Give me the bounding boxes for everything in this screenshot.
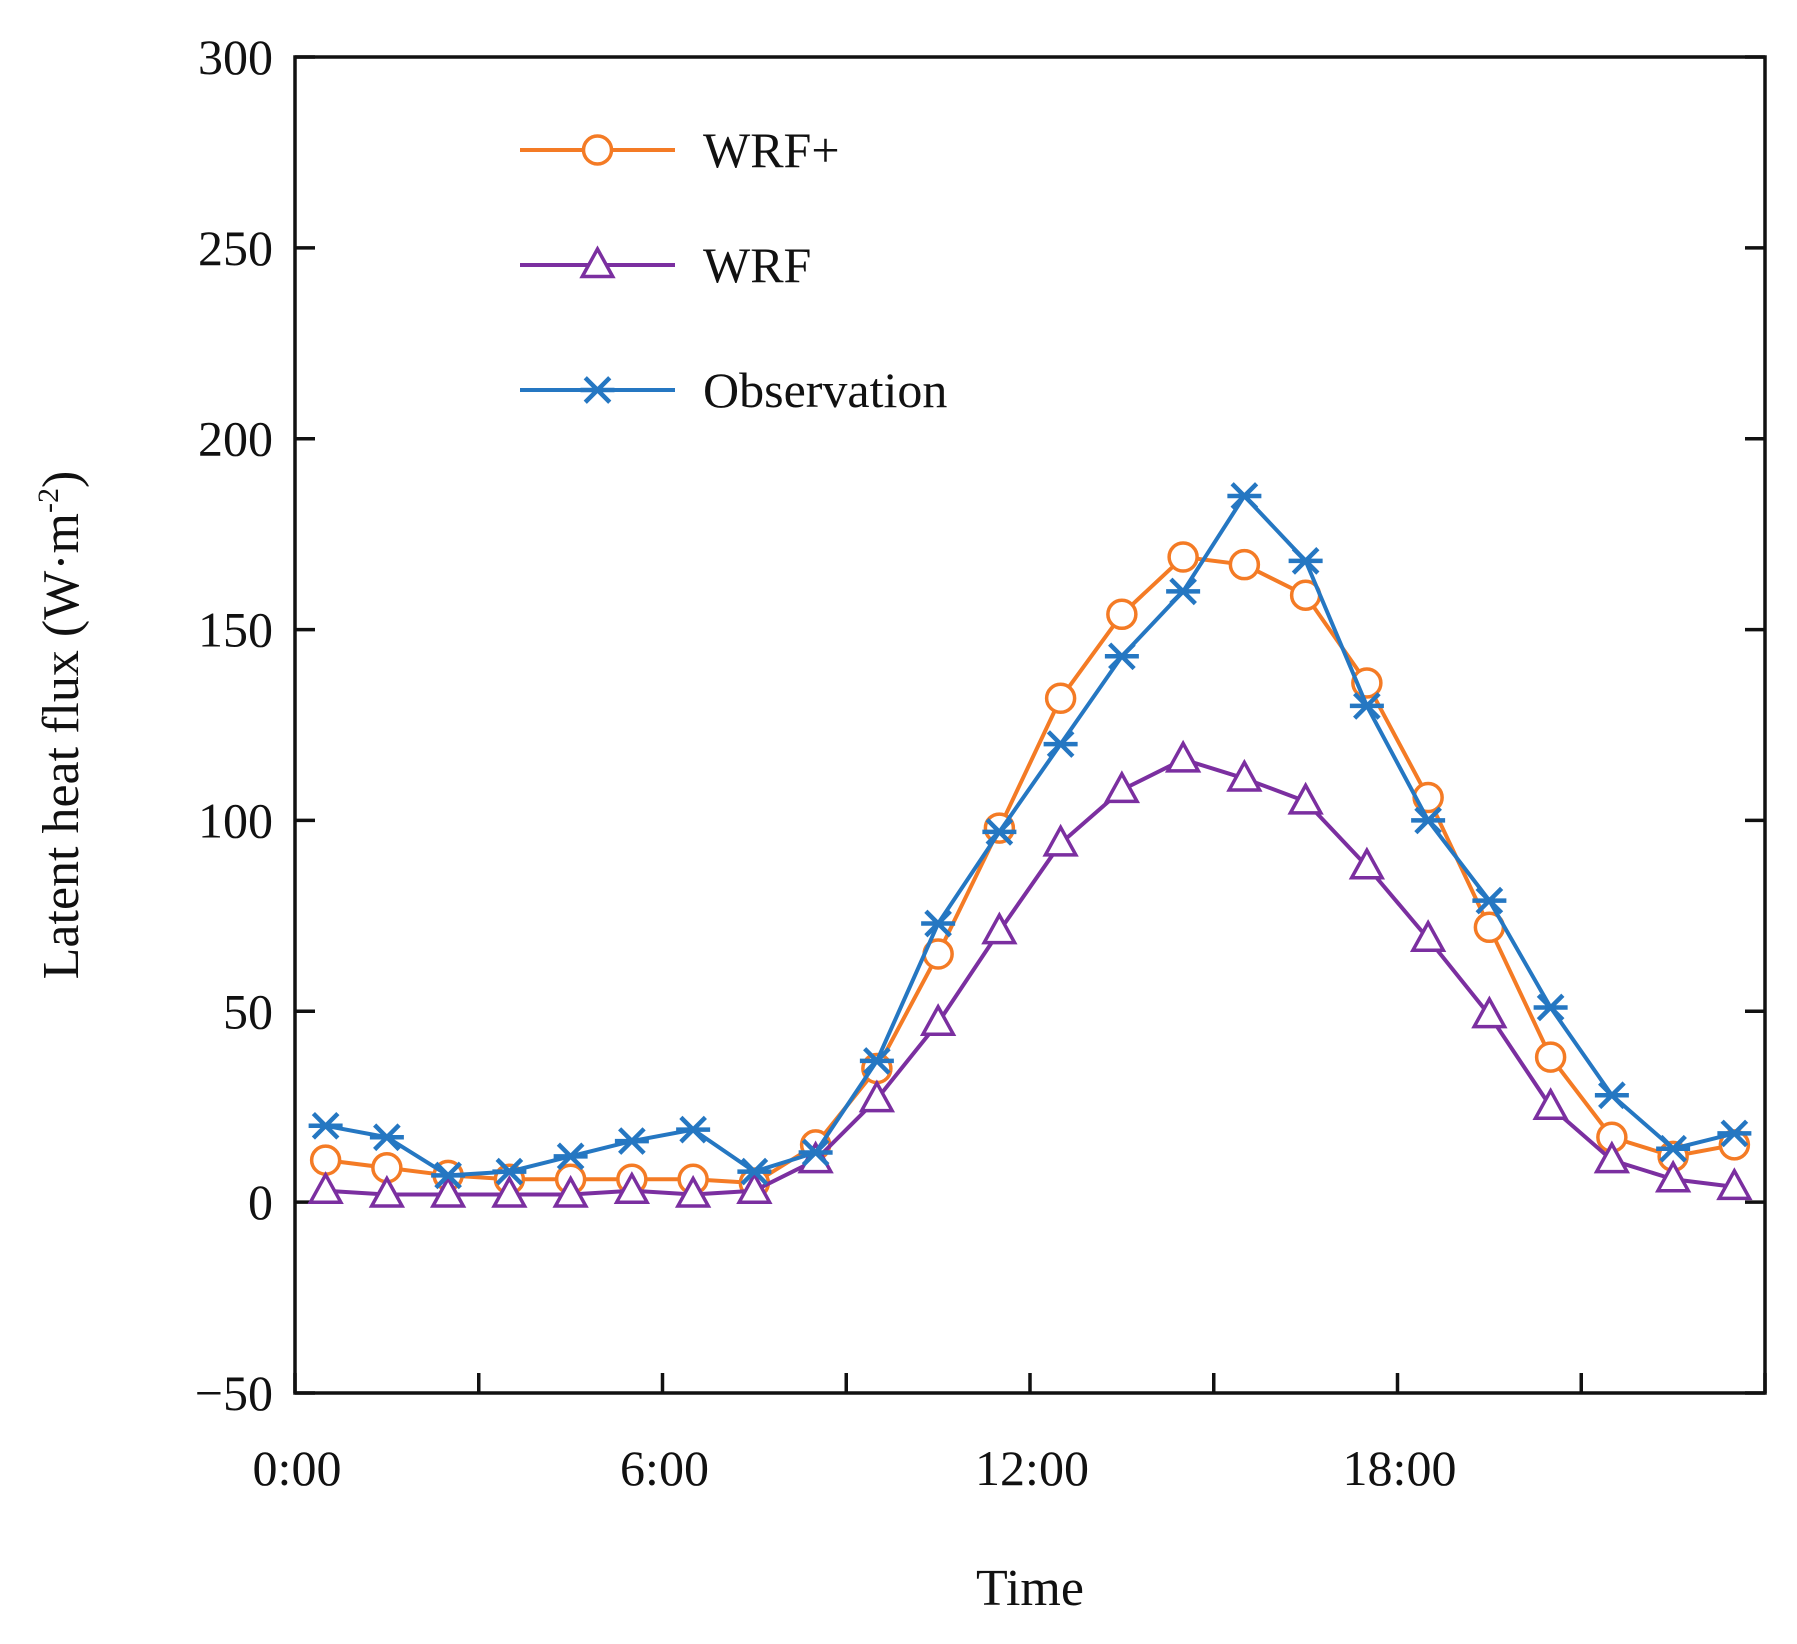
triangle-marker <box>613 1171 651 1204</box>
triangle-marker <box>1042 823 1079 857</box>
circle-marker <box>1167 541 1199 573</box>
x-tick-label: 0:00 <box>253 1440 342 1496</box>
x-axis-title: Time <box>976 1560 1084 1617</box>
circle-marker <box>1044 682 1077 715</box>
circle-marker <box>581 134 614 166</box>
triangle-marker <box>1287 781 1324 815</box>
y-tick-label: 100 <box>198 792 273 848</box>
asterisk-marker <box>921 909 956 938</box>
legend-item-wrf: WRF+ <box>520 122 840 178</box>
asterisk-marker <box>308 1111 343 1140</box>
legend-label: Observation <box>703 362 947 418</box>
triangle-marker <box>1532 1087 1569 1120</box>
triangle-marker <box>919 1003 957 1037</box>
asterisk-marker <box>676 1115 711 1144</box>
asterisk-marker <box>431 1161 466 1190</box>
triangle-marker <box>1348 846 1386 880</box>
x-tick-label: 6:00 <box>620 1440 709 1496</box>
asterisk-marker <box>859 1047 894 1075</box>
circle-marker <box>1534 1041 1567 1073</box>
series-line-observation <box>325 493 1735 1178</box>
triangle-marker <box>1716 1167 1753 1201</box>
asterisk-marker <box>1349 692 1384 720</box>
triangle-marker <box>368 1174 406 1208</box>
asterisk-marker <box>492 1157 527 1186</box>
asterisk-marker <box>1227 482 1262 510</box>
triangle-marker <box>307 1171 344 1204</box>
series-line-wrf-plus <box>325 555 1735 1186</box>
series-layer <box>307 482 1753 1208</box>
triangle-marker <box>1226 758 1263 792</box>
y-tick-label: −50 <box>195 1365 273 1421</box>
asterisk-marker <box>1533 993 1568 1022</box>
circle-marker <box>1412 781 1444 814</box>
triangle-marker <box>1654 1159 1692 1193</box>
asterisk-marker <box>1594 1081 1629 1110</box>
series-observation <box>308 482 1752 1190</box>
x-tick-label: 18:00 <box>1343 1440 1457 1496</box>
y-tick-label: 0 <box>248 1174 273 1230</box>
asterisk-marker <box>580 376 615 404</box>
asterisk-marker <box>553 1142 588 1171</box>
triangle-marker <box>736 1171 773 1204</box>
legend-item-wrf: WRF <box>520 237 811 293</box>
series-line-wrf <box>325 757 1735 1197</box>
legend-item-observation: Observation <box>520 362 947 418</box>
legend: WRF+ WRF Observation <box>520 122 947 418</box>
asterisk-marker <box>1166 577 1201 606</box>
asterisk-marker <box>369 1123 404 1152</box>
y-axis-title: Latent heat flux (W·m-2) <box>32 471 90 980</box>
circle-marker <box>1228 548 1261 581</box>
triangle-marker <box>552 1174 589 1208</box>
legend-label: WRF+ <box>703 122 840 178</box>
triangle-marker <box>1164 739 1202 773</box>
triangle-marker <box>579 245 616 279</box>
asterisk-marker <box>1411 806 1446 835</box>
circle-marker <box>1106 598 1138 631</box>
asterisk-marker <box>1717 1119 1752 1148</box>
y-axis-title-superscript: -2 <box>32 488 65 513</box>
tick-labels: −50 0 50 100 150 200 250 300 0:00 6:00 12:00 18:00 <box>195 29 1457 1496</box>
triangle-marker <box>858 1079 896 1113</box>
asterisk-marker <box>614 1127 649 1155</box>
plot-frame <box>293 55 1767 1395</box>
y-tick-label: 250 <box>198 220 273 276</box>
asterisk-marker <box>1288 547 1323 575</box>
asterisk-marker <box>1656 1134 1691 1163</box>
legend-label: WRF <box>703 237 811 293</box>
y-tick-label: 200 <box>198 411 273 467</box>
triangle-marker <box>1409 919 1447 953</box>
asterisk-marker <box>1043 730 1078 758</box>
asterisk-marker <box>1472 886 1507 915</box>
asterisk-marker <box>982 818 1017 846</box>
triangle-marker <box>981 911 1018 945</box>
triangle-marker <box>1471 995 1508 1029</box>
circle-marker <box>309 1144 342 1176</box>
triangle-marker <box>1103 770 1141 804</box>
y-axis-title-close: ) <box>33 471 90 488</box>
triangle-marker <box>491 1174 528 1208</box>
series-wrf-plus <box>309 541 1751 1199</box>
y-axis-title-main: Latent heat flux (W·m <box>33 513 90 979</box>
y-tick-label: 50 <box>223 983 273 1039</box>
triangle-marker <box>1593 1140 1631 1174</box>
asterisk-marker <box>737 1157 772 1186</box>
y-tick-label: 300 <box>198 29 273 85</box>
triangle-marker <box>429 1174 467 1208</box>
triangle-marker <box>674 1174 712 1208</box>
x-tick-label: 12:00 <box>975 1440 1089 1496</box>
asterisk-marker <box>798 1138 833 1167</box>
y-tick-label: 150 <box>198 602 273 658</box>
asterisk-marker <box>1104 642 1139 671</box>
